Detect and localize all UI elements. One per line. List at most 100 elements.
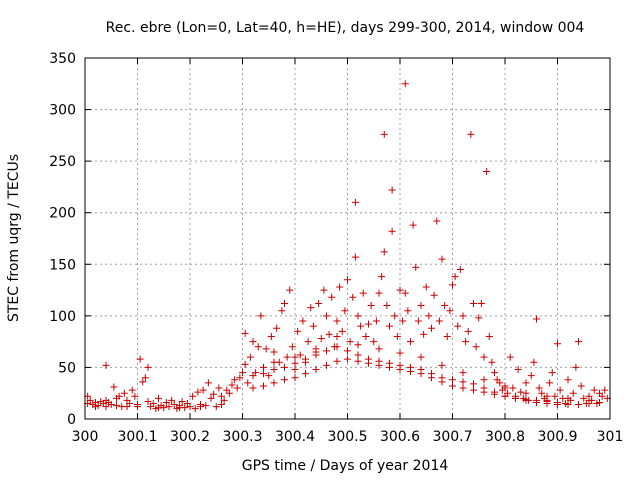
x-tick-label: 300.5 xyxy=(327,429,367,445)
data-point xyxy=(522,379,530,387)
data-point xyxy=(517,388,525,396)
data-point xyxy=(291,353,299,361)
data-point xyxy=(585,396,593,404)
data-point xyxy=(291,359,299,367)
data-point xyxy=(533,315,540,323)
data-point xyxy=(336,283,344,291)
data-point xyxy=(254,343,262,351)
data-point xyxy=(155,404,162,412)
data-point xyxy=(378,273,386,281)
data-point xyxy=(333,357,341,365)
data-point xyxy=(260,370,267,378)
data-point xyxy=(338,327,346,335)
data-point xyxy=(527,372,535,380)
data-point xyxy=(564,401,572,409)
data-point xyxy=(162,398,170,406)
data-point xyxy=(323,312,330,320)
data-point xyxy=(554,340,561,348)
data-point xyxy=(170,401,178,409)
data-point xyxy=(575,338,582,346)
data-point xyxy=(459,384,467,392)
data-point xyxy=(131,392,139,400)
data-point xyxy=(414,317,422,325)
data-point xyxy=(372,317,380,325)
data-point xyxy=(189,392,197,400)
data-point xyxy=(438,378,446,386)
data-point xyxy=(139,378,147,386)
y-axis-title: STEC from uqrg / TECUs xyxy=(6,154,22,322)
data-point xyxy=(283,353,291,361)
data-point xyxy=(202,402,210,410)
data-point xyxy=(393,332,401,340)
data-point xyxy=(417,353,425,361)
data-point xyxy=(417,302,425,310)
data-point xyxy=(270,365,278,373)
data-point xyxy=(543,392,551,400)
data-point xyxy=(228,381,236,389)
data-point xyxy=(470,380,477,388)
data-point xyxy=(333,332,341,340)
chart-title: Rec. ebre (Lon=0, Lat=40, h=HE), days 29… xyxy=(106,20,585,36)
data-point xyxy=(218,392,225,400)
data-point xyxy=(575,401,582,409)
data-point xyxy=(325,330,333,338)
data-point xyxy=(514,365,522,373)
data-point xyxy=(367,302,375,310)
data-point xyxy=(265,372,273,380)
axis-ticks: 300 300.1 300.2 300.3 300.4 300.5 300.6 300.7 30… xyxy=(49,51,623,445)
data-point xyxy=(281,376,288,384)
data-point xyxy=(291,365,299,373)
data-point xyxy=(312,345,320,353)
data-point xyxy=(260,382,267,390)
data-point xyxy=(480,376,488,384)
data-points xyxy=(84,80,611,413)
data-point xyxy=(459,369,467,377)
data-point xyxy=(569,389,577,397)
data-point xyxy=(113,402,120,410)
data-point xyxy=(309,322,317,330)
data-point xyxy=(299,317,307,325)
data-point xyxy=(249,338,257,346)
data-point xyxy=(485,332,493,340)
data-point xyxy=(241,360,249,368)
data-point xyxy=(551,392,559,400)
data-point xyxy=(417,370,425,378)
data-point xyxy=(433,217,441,225)
data-point xyxy=(580,394,588,402)
data-point xyxy=(472,343,480,351)
data-point xyxy=(231,376,239,384)
data-point xyxy=(267,332,275,340)
data-point xyxy=(354,357,362,365)
data-point xyxy=(407,368,414,376)
x-tick-label: 300 xyxy=(72,429,99,445)
data-point xyxy=(449,376,456,384)
data-point xyxy=(380,130,388,138)
data-point xyxy=(362,332,370,340)
data-point xyxy=(401,80,409,88)
data-point xyxy=(333,317,341,325)
data-point xyxy=(346,338,354,346)
data-point xyxy=(233,384,241,392)
data-point xyxy=(496,379,504,387)
data-point xyxy=(556,386,564,394)
data-point xyxy=(349,293,357,301)
data-point xyxy=(270,379,278,387)
data-point xyxy=(341,307,349,315)
data-point xyxy=(317,335,325,343)
data-point xyxy=(530,358,538,366)
data-point xyxy=(386,322,393,330)
data-point xyxy=(320,286,328,294)
data-point xyxy=(443,332,451,340)
data-point xyxy=(225,389,233,397)
x-tick-label: 300.4 xyxy=(275,429,315,445)
data-point xyxy=(522,395,530,403)
data-point xyxy=(210,390,218,398)
data-point xyxy=(215,384,223,392)
data-point xyxy=(554,398,561,406)
data-point xyxy=(467,130,475,138)
data-point xyxy=(312,351,320,359)
data-point xyxy=(388,186,396,194)
data-point xyxy=(302,370,309,378)
data-point xyxy=(375,345,383,353)
y-tick-label: 100 xyxy=(49,309,76,325)
